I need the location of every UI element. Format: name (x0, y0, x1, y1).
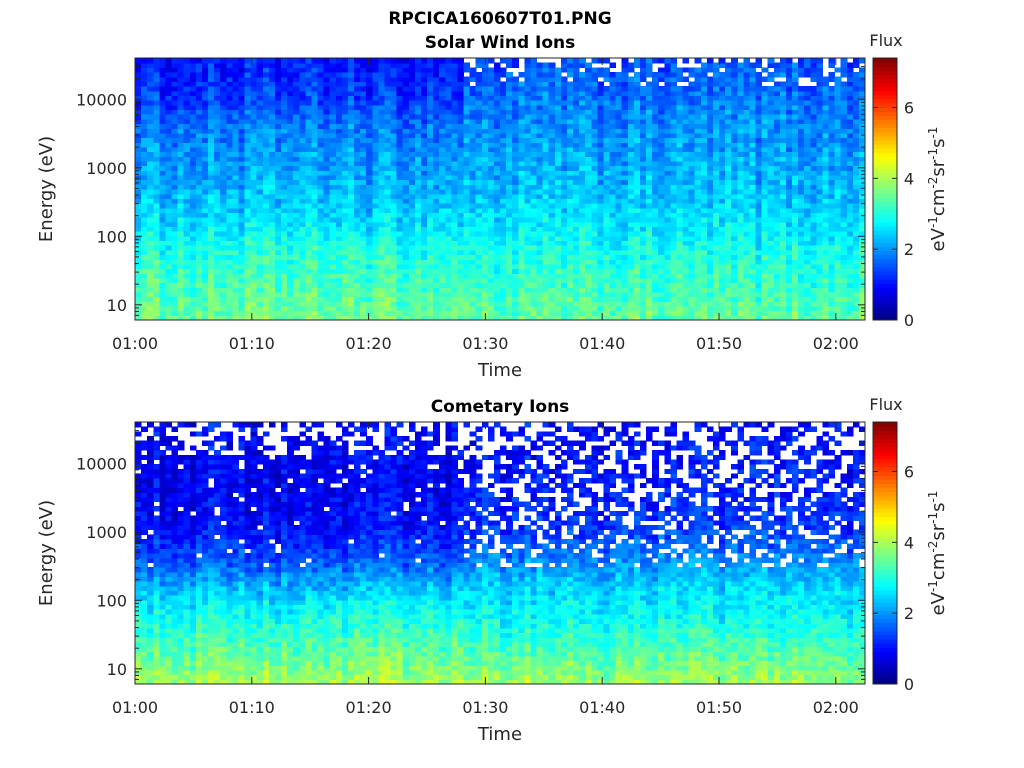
x-tick-label: 01:00 (112, 698, 158, 717)
y-tick-label: 10 (107, 660, 127, 679)
colorbar-label: eV-1cm-2sr-1s-1 (926, 127, 949, 252)
y-tick-label: 1000 (86, 159, 127, 178)
colorbar-tick-label: 6 (904, 99, 914, 118)
x-tick-label: 01:00 (112, 334, 158, 353)
figure-title: RPCICA160607T01.PNG (388, 9, 611, 29)
y-tick-label: 10 (107, 296, 127, 315)
colorbar-tick-label: 4 (904, 169, 914, 188)
x-tick-label: 01:50 (696, 334, 742, 353)
y-axis-label: Energy (eV) (36, 500, 57, 606)
x-axis-label: Time (477, 360, 522, 381)
colorbar-tick-label: 6 (904, 463, 914, 482)
x-tick-label: 01:30 (462, 698, 508, 717)
heatmap-cells (135, 422, 866, 685)
axes-box (134, 57, 866, 321)
x-tick-label: 01:40 (579, 334, 625, 353)
colorbar-tick-label: 0 (904, 675, 914, 694)
x-tick-label: 01:10 (229, 334, 275, 353)
x-tick-label: 02:00 (813, 698, 859, 717)
x-tick-label: 01:10 (229, 698, 275, 717)
panel-title: Solar Wind Ions (425, 33, 576, 53)
y-axis: 10 100 1000 10000 (76, 57, 865, 321)
colorbar-title: Flux (869, 31, 902, 50)
colorbar: 0 2 4 6 Flux eV-1cm-2sr-1s-1 (869, 31, 949, 330)
x-tick-label: 01:20 (346, 334, 392, 353)
y-tick-label: 100 (96, 591, 127, 610)
x-axis: 01:00 01:10 01:20 01:30 01:40 01:50 02:00 (112, 422, 859, 717)
x-tick-label: 01:20 (346, 698, 392, 717)
axes-box (134, 421, 866, 685)
x-axis-label: Time (477, 724, 522, 745)
colorbar-title: Flux (869, 395, 902, 414)
colorbar-tick-label: 0 (904, 311, 914, 330)
y-tick-label: 10000 (76, 90, 127, 109)
y-tick-label: 100 (96, 227, 127, 246)
x-axis: 01:00 01:10 01:20 01:30 01:40 01:50 02:00 (112, 58, 859, 353)
colorbar-tick-label: 2 (904, 240, 914, 259)
colorbar-label: eV-1cm-2sr-1s-1 (926, 491, 949, 616)
colorbar-tick-label: 4 (904, 533, 914, 552)
colorbar-tick-label: 2 (904, 604, 914, 623)
y-tick-label: 10000 (76, 454, 127, 473)
x-tick-label: 02:00 (813, 334, 859, 353)
x-tick-label: 01:30 (462, 334, 508, 353)
panel-title: Cometary Ions (431, 397, 570, 417)
heatmap-cells (135, 58, 866, 321)
x-tick-label: 01:50 (696, 698, 742, 717)
y-tick-label: 1000 (86, 523, 127, 542)
colorbar: 0 2 4 6 Flux eV-1cm-2sr-1s-1 (869, 395, 949, 694)
x-tick-label: 01:40 (579, 698, 625, 717)
y-axis: 10 100 1000 10000 (76, 421, 865, 685)
y-axis-label: Energy (eV) (36, 136, 57, 242)
